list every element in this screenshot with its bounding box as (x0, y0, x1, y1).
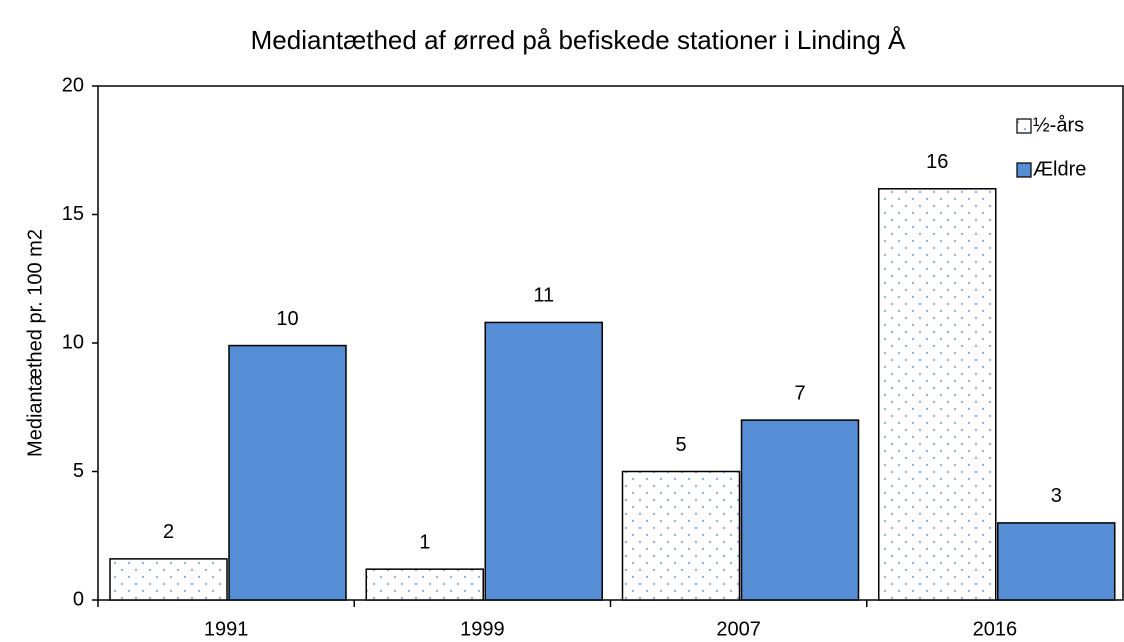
legend-label: Ældre (1033, 158, 1086, 180)
bar (109, 558, 228, 601)
x-tick-label: 2016 (973, 618, 1018, 640)
legend-swatch (1016, 118, 1032, 134)
y-tick-label: 0 (73, 588, 84, 610)
value-label: 11 (533, 285, 554, 307)
y-tick-label: 10 (62, 331, 84, 353)
y-axis-label: Mediantæthed pr. 100 m2 (24, 229, 46, 457)
bar (365, 568, 484, 601)
bar (228, 344, 347, 601)
bar (997, 522, 1116, 601)
bar (740, 419, 860, 601)
legend-swatch (1016, 162, 1032, 178)
bar (484, 321, 603, 601)
value-label: 2 (163, 521, 174, 543)
x-tick-label: 2007 (716, 618, 761, 640)
bar (878, 188, 997, 601)
value-label: 16 (926, 151, 948, 173)
y-tick-label: 5 (73, 460, 84, 482)
legend-label: ½-års (1033, 114, 1084, 136)
x-tick-label: 1999 (460, 618, 505, 640)
value-label: 3 (1051, 485, 1062, 507)
value-label: 5 (675, 434, 686, 456)
y-tick-label: 20 (62, 74, 84, 96)
chart-title: Mediantæthed af ørred på befiskede stati… (251, 25, 906, 55)
bar (621, 470, 741, 601)
value-label: 10 (276, 308, 298, 330)
y-tick-label: 15 (62, 203, 84, 225)
x-tick-label: 1991 (204, 618, 249, 640)
value-label: 7 (794, 382, 805, 404)
value-label: 1 (419, 531, 430, 553)
